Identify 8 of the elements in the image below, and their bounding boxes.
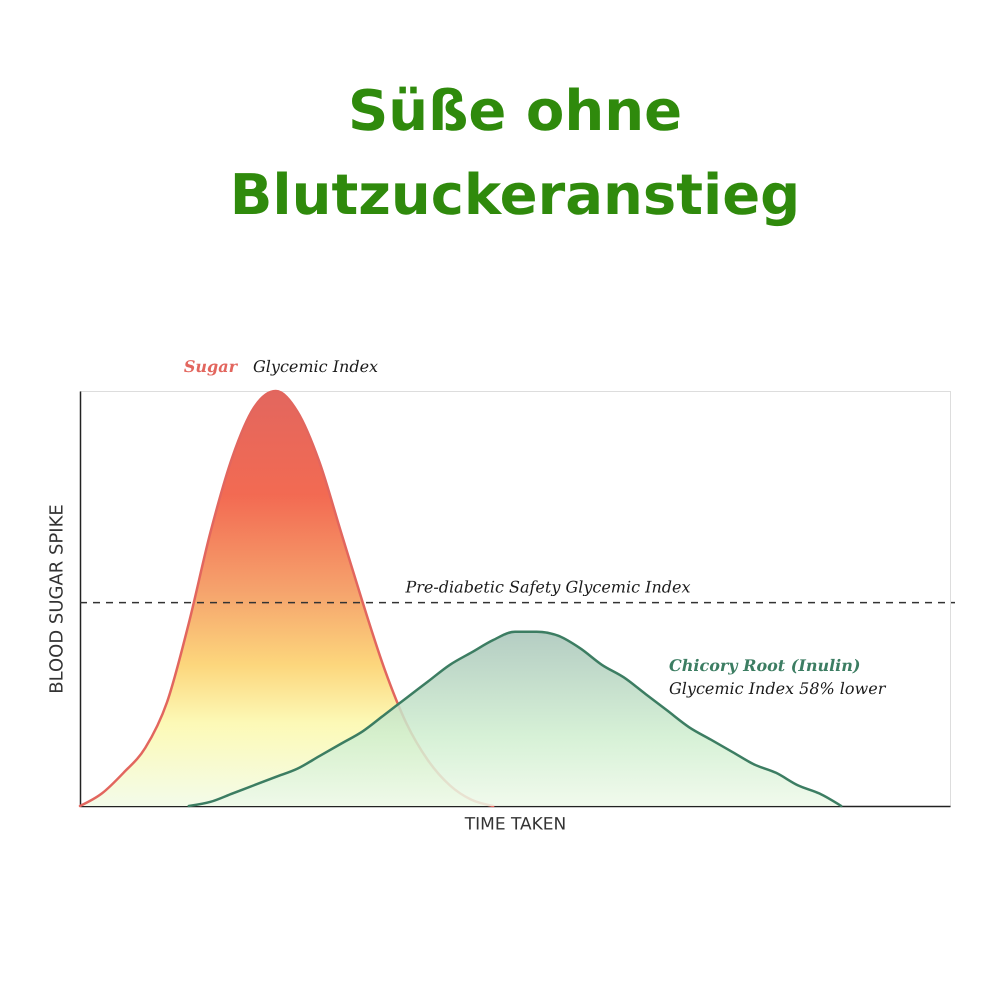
- annotation: Glycemic Index 58% lower: [669, 679, 887, 698]
- chart-title: Süße ohne Blutzuckeranstieg: [230, 79, 800, 228]
- text: Sugar: [184, 357, 239, 376]
- series-label: Chicory Root (Inulin): [669, 656, 860, 675]
- x-axis-title: TIME TAKEN: [464, 814, 566, 834]
- ref-line-label: Pre-diabetic Safety Glycemic Index: [404, 578, 690, 597]
- text: Glycemic Index: [253, 357, 378, 376]
- y-axis-title: BLOOD SUGAR SPIKE: [46, 504, 68, 694]
